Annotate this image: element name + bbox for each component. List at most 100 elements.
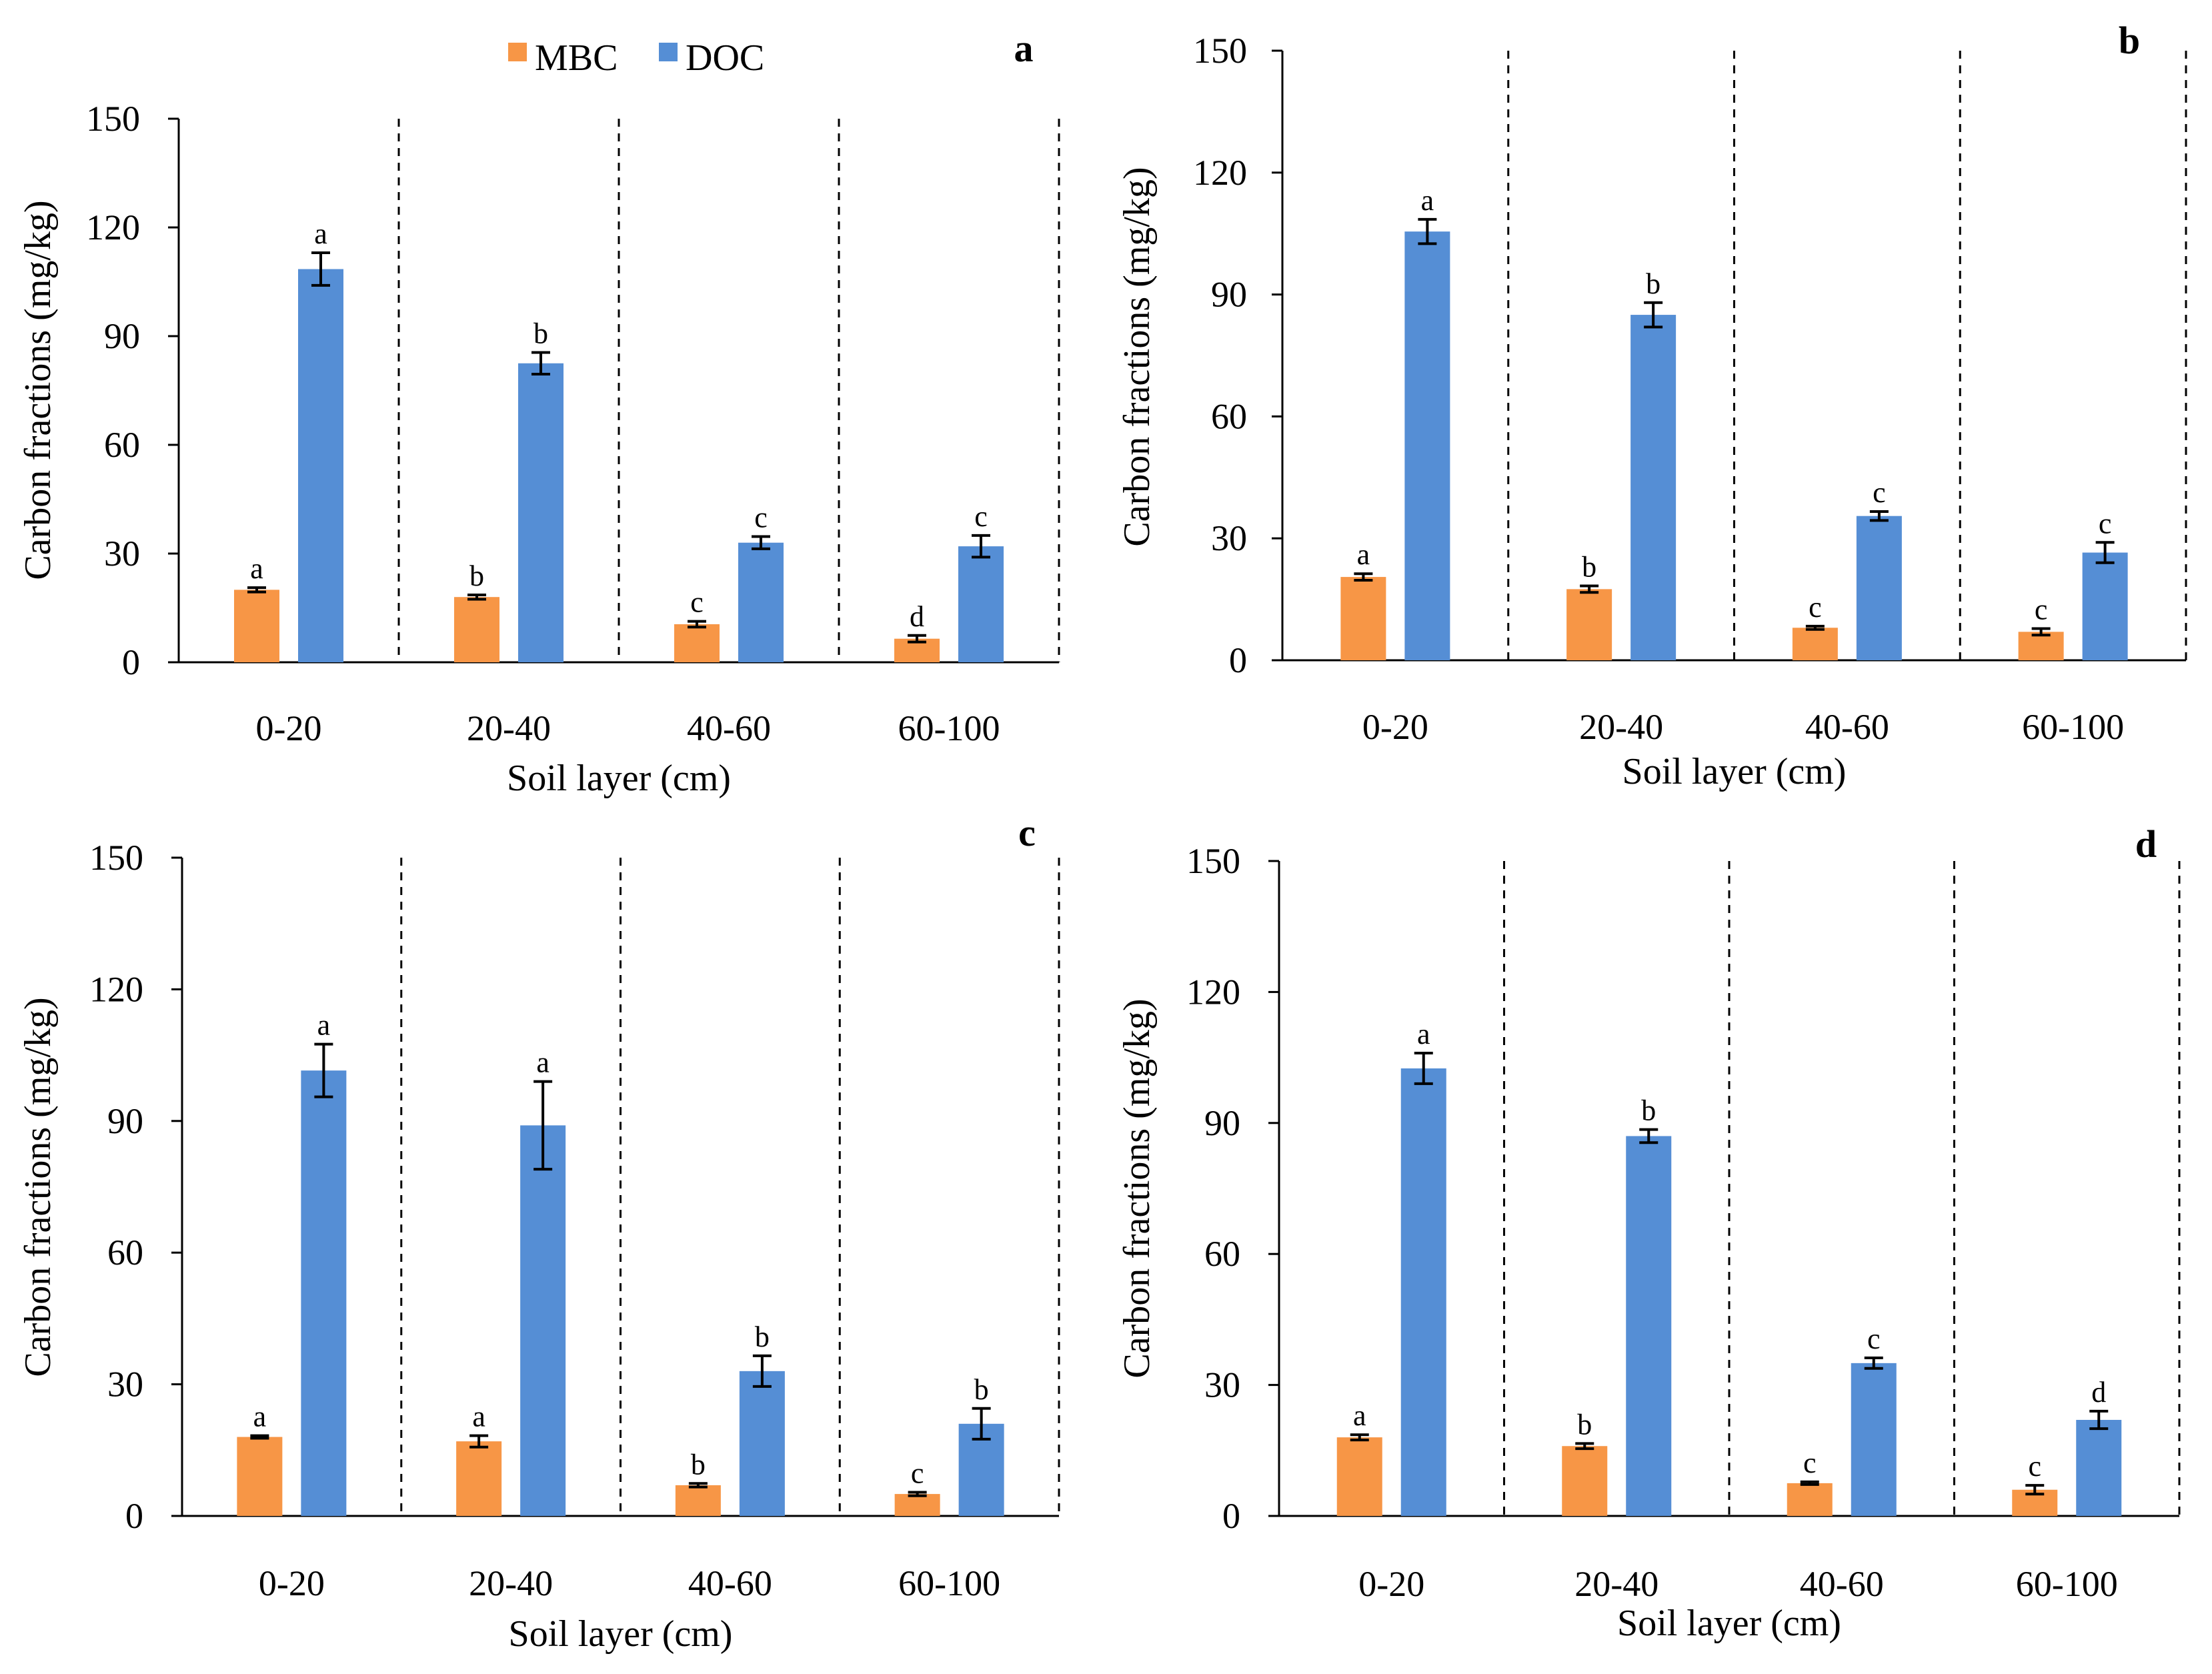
bar-mbc bbox=[674, 624, 720, 662]
y-axis-title: Carbon fractions (mg/kg) bbox=[1116, 167, 1158, 546]
x-category-label: 20-40 bbox=[1579, 707, 1663, 747]
x-category-label: 60-100 bbox=[2022, 707, 2124, 747]
significance-letter: c bbox=[1803, 1447, 1817, 1479]
bar-doc bbox=[739, 1371, 785, 1516]
bar-doc bbox=[298, 269, 343, 662]
bar-mbc bbox=[1336, 1437, 1382, 1516]
y-tick-label: 60 bbox=[1204, 1234, 1240, 1274]
bar-doc bbox=[958, 546, 1004, 662]
chart-panel-d: 0 30 60 90 120 150 0-20 a a 20-40 b b 40-60 c c 60-100 c… bbox=[1116, 822, 2181, 1644]
y-tick-label: 0 bbox=[125, 1496, 143, 1536]
x-category-label: 0-20 bbox=[1358, 1564, 1424, 1604]
bar-mbc bbox=[1562, 1446, 1608, 1516]
y-axis-title: Carbon fractions (mg/kg) bbox=[17, 200, 59, 580]
significance-letter: c bbox=[911, 1457, 924, 1489]
y-tick-label: 120 bbox=[89, 969, 143, 1009]
bar-doc bbox=[1626, 1136, 1672, 1516]
x-category-label: 40-60 bbox=[1800, 1564, 1884, 1604]
x-category-label: 0-20 bbox=[256, 708, 322, 748]
chart-panel-b: 0 30 60 90 120 150 0-20 a a 20-40 b b 40-60 c c 60-100 c… bbox=[1116, 19, 2187, 792]
significance-letter: a bbox=[1353, 1399, 1366, 1432]
x-category-label: 40-60 bbox=[687, 708, 771, 748]
y-tick-label: 150 bbox=[86, 99, 140, 139]
bar-doc bbox=[518, 363, 564, 662]
x-axis-title: Soil layer (cm) bbox=[1617, 1603, 1841, 1644]
bar-mbc bbox=[675, 1485, 721, 1516]
significance-letter: b bbox=[1641, 1094, 1656, 1127]
bar-mbc bbox=[454, 597, 499, 662]
panel-label: a bbox=[1014, 27, 1034, 70]
significance-letter: d bbox=[2091, 1376, 2106, 1409]
significance-letter: d bbox=[910, 600, 924, 633]
bar-doc bbox=[1404, 231, 1450, 660]
significance-letter: c bbox=[2028, 1450, 2041, 1483]
significance-letter: b bbox=[974, 1373, 989, 1406]
y-tick-label: 0 bbox=[1229, 640, 1247, 680]
significance-letter: a bbox=[317, 1009, 331, 1042]
x-axis-title: Soil layer (cm) bbox=[507, 758, 731, 799]
y-axis-title: Carbon fractions (mg/kg) bbox=[1116, 998, 1158, 1378]
bar-doc bbox=[1856, 516, 1902, 660]
legend-swatch-mbc bbox=[508, 43, 527, 61]
y-tick-label: 30 bbox=[104, 534, 140, 574]
y-tick-label: 90 bbox=[104, 316, 140, 356]
panel-label: b bbox=[2119, 19, 2140, 62]
y-tick-label: 60 bbox=[1211, 396, 1247, 436]
y-tick-label: 60 bbox=[107, 1232, 143, 1273]
significance-letter: c bbox=[2035, 593, 2048, 626]
bar-doc bbox=[738, 542, 784, 662]
significance-letter: b bbox=[1582, 550, 1596, 583]
x-category-label: 20-40 bbox=[469, 1563, 553, 1603]
bar-doc bbox=[1630, 315, 1677, 661]
bar-doc bbox=[2076, 1419, 2122, 1516]
significance-letter: a bbox=[1417, 1018, 1430, 1050]
significance-letter: a bbox=[250, 552, 263, 585]
significance-letter: c bbox=[1809, 591, 1822, 624]
bar-doc bbox=[520, 1125, 566, 1516]
bar-mbc bbox=[1787, 1483, 1833, 1516]
bar-mbc bbox=[237, 1437, 283, 1516]
y-axis-title: Carbon fractions (mg/kg) bbox=[17, 997, 59, 1377]
y-tick-label: 0 bbox=[122, 642, 140, 682]
significance-letter: c bbox=[690, 586, 704, 619]
panel-label: d bbox=[2135, 822, 2157, 866]
y-tick-label: 30 bbox=[1211, 518, 1247, 558]
significance-letter: b bbox=[533, 317, 548, 349]
bar-doc bbox=[1400, 1068, 1446, 1516]
significance-letter: b bbox=[691, 1448, 706, 1481]
significance-letter: c bbox=[1873, 476, 1886, 509]
y-tick-label: 60 bbox=[104, 425, 140, 465]
significance-letter: a bbox=[472, 1401, 485, 1433]
legend-label-mbc: MBC bbox=[535, 37, 618, 79]
significance-letter: c bbox=[974, 500, 988, 533]
bar-mbc bbox=[1792, 628, 1838, 660]
x-category-label: 60-100 bbox=[898, 1563, 1000, 1603]
significance-letter: a bbox=[253, 1401, 267, 1433]
y-tick-label: 90 bbox=[1211, 275, 1247, 315]
y-tick-label: 120 bbox=[1193, 153, 1247, 193]
y-tick-label: 30 bbox=[107, 1365, 143, 1405]
chart-panel-a: 0 30 60 90 120 150 0-20 a a 20-40 b b 40-60 c c 60-100 d… bbox=[17, 27, 1060, 799]
y-tick-label: 90 bbox=[1204, 1103, 1240, 1143]
bar-mbc bbox=[2018, 632, 2064, 660]
significance-letter: b bbox=[1646, 267, 1661, 300]
x-category-label: 0-20 bbox=[259, 1563, 325, 1603]
y-tick-label: 150 bbox=[1193, 31, 1247, 71]
bar-doc bbox=[301, 1070, 347, 1516]
y-tick-label: 0 bbox=[1222, 1496, 1240, 1536]
panel-label: c bbox=[1018, 811, 1036, 854]
significance-letter: b bbox=[755, 1321, 770, 1353]
x-axis-title: Soil layer (cm) bbox=[1622, 751, 1847, 792]
x-category-label: 40-60 bbox=[688, 1563, 772, 1603]
bar-mbc bbox=[456, 1441, 502, 1516]
y-tick-label: 90 bbox=[107, 1101, 143, 1141]
x-category-label: 40-60 bbox=[1805, 707, 1889, 747]
significance-letter: a bbox=[1357, 538, 1370, 571]
x-category-label: 60-100 bbox=[898, 708, 1000, 748]
significance-letter: a bbox=[314, 217, 327, 250]
x-category-label: 60-100 bbox=[2016, 1564, 2118, 1604]
bar-doc bbox=[1851, 1363, 1897, 1516]
bar-mbc bbox=[234, 590, 279, 662]
significance-letter: a bbox=[536, 1046, 549, 1079]
